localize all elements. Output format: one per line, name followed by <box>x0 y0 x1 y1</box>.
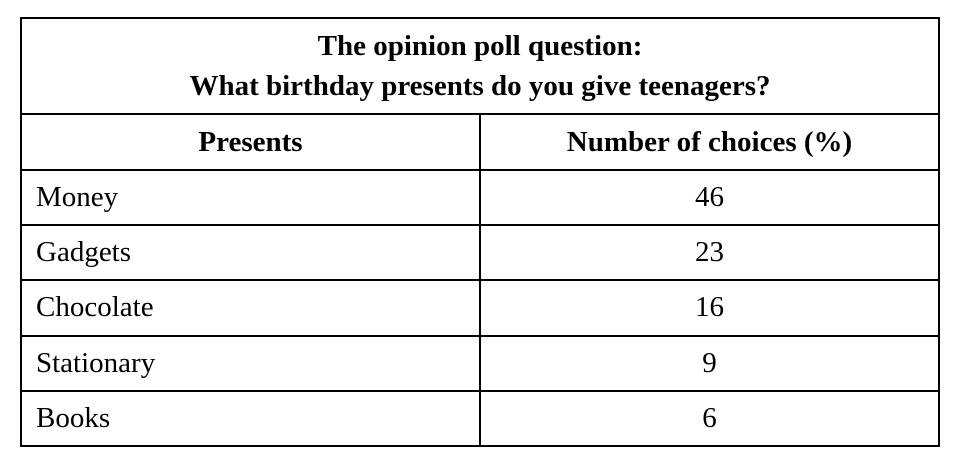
column-header-row: Presents Number of choices (%) <box>20 113 940 171</box>
table-title-line1: The opinion poll question: <box>317 29 643 62</box>
choices-cell: 23 <box>479 224 940 282</box>
present-cell: Stationary <box>20 334 481 392</box>
present-cell: Money <box>20 168 481 227</box>
present-cell: Chocolate <box>20 279 481 337</box>
column-header-presents: Presents <box>20 113 481 171</box>
poll-table: The opinion poll question: What birthday… <box>20 17 940 448</box>
choices-cell: 16 <box>479 279 940 337</box>
table-row: Money 46 <box>20 168 940 227</box>
column-header-choices: Number of choices (%) <box>479 113 940 171</box>
table-row: Stationary 9 <box>20 334 940 392</box>
table-title-line2: What birthday presents do you give teena… <box>189 70 771 102</box>
table-row: Gadgets 23 <box>20 224 940 282</box>
choices-cell: 9 <box>479 334 940 392</box>
present-cell: Gadgets <box>20 224 481 282</box>
choices-cell: 6 <box>479 389 940 448</box>
table-title-row: The opinion poll question: What birthday… <box>20 17 940 115</box>
present-cell: Books <box>20 389 481 448</box>
choices-cell: 46 <box>479 168 940 227</box>
table-row: Chocolate 16 <box>20 279 940 337</box>
table-title: The opinion poll question: What birthday… <box>20 17 940 115</box>
table-row: Books 6 <box>20 389 940 448</box>
